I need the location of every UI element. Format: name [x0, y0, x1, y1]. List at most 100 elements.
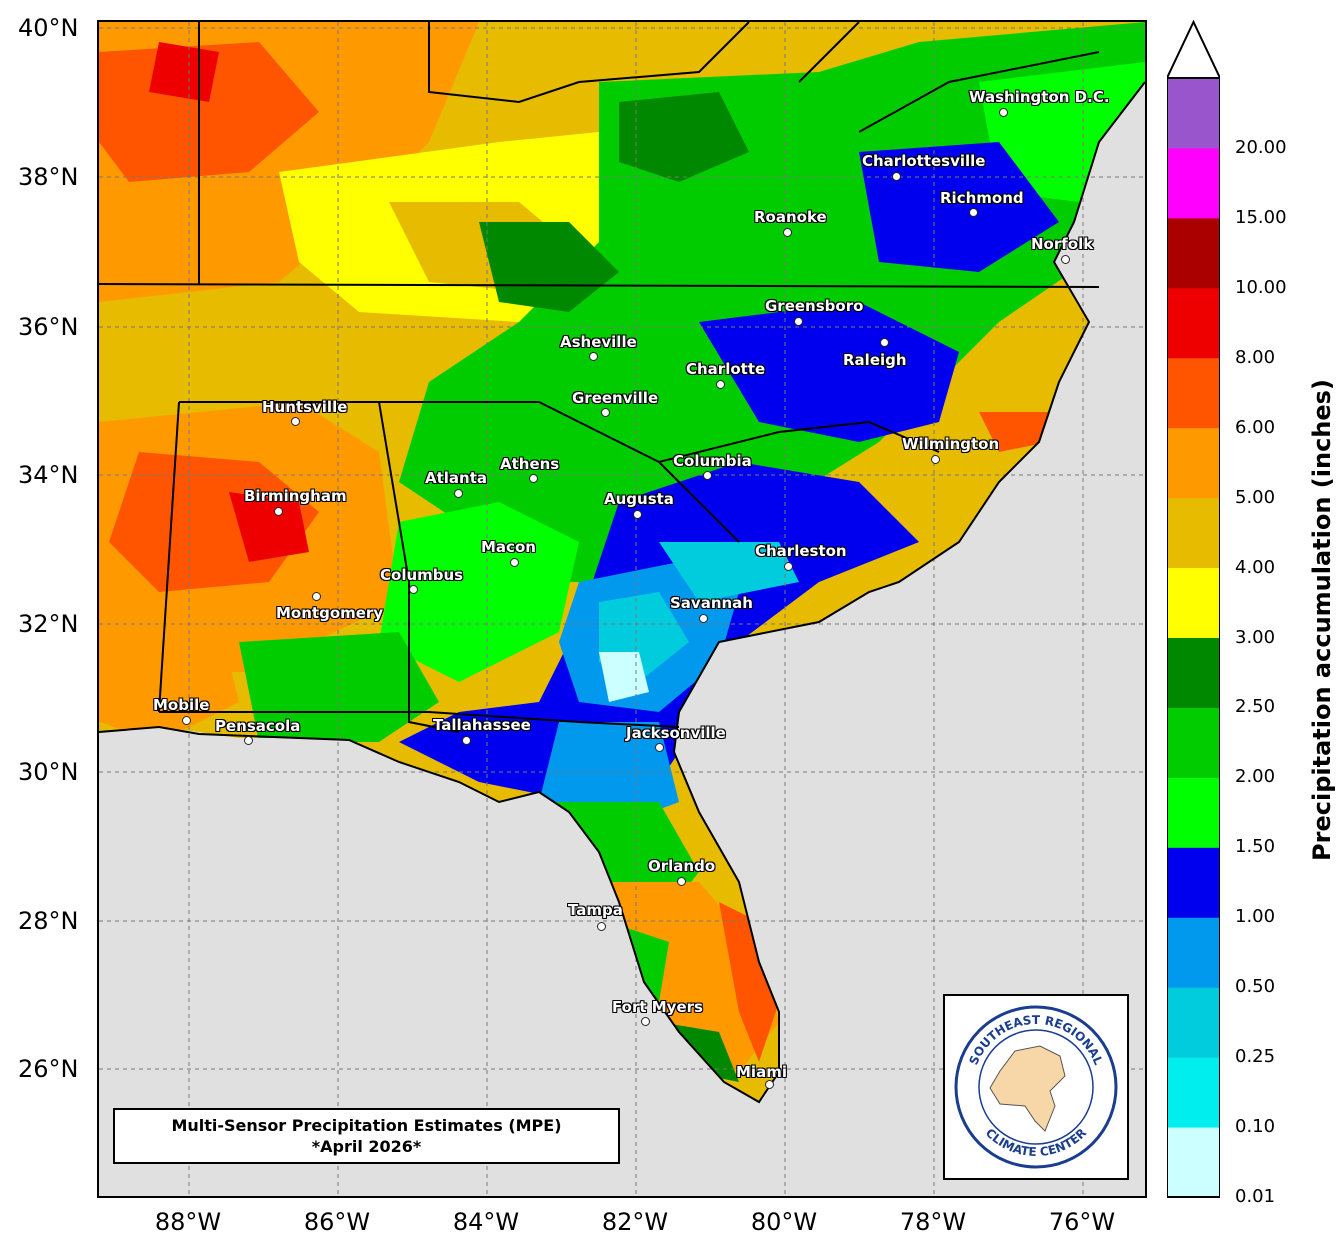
colorbar-block [1167, 777, 1220, 848]
city-dot-icon [274, 507, 283, 516]
city-label: Greenville [572, 389, 659, 407]
lon-label: 76°W [1048, 1208, 1116, 1236]
city-dot-icon [716, 380, 725, 389]
city-label: Columbia [673, 452, 752, 470]
colorbar-block [1167, 497, 1220, 569]
city-dot-icon [182, 716, 191, 725]
colorbar-tick-label: 6.00 [1235, 416, 1276, 438]
city-dot-icon [1061, 255, 1070, 264]
lon-label: 78°W [899, 1208, 967, 1236]
lon-label: 84°W [452, 1208, 520, 1236]
colorbar-tick-label: 10.00 [1235, 276, 1287, 298]
city-dot-icon [601, 408, 610, 417]
colorbar-block [1167, 357, 1220, 429]
city-dot-icon [703, 471, 712, 480]
colorbar-extend-arrow-icon [1167, 20, 1220, 79]
city-label: Huntsville [262, 398, 348, 416]
colorbar-tick-label: 4.00 [1235, 556, 1276, 578]
colorbar-tick-label: 2.50 [1235, 696, 1276, 718]
city-label: Raleigh [843, 351, 907, 369]
map-title: Multi-Sensor Precipitation Estimates (MP… [171, 1116, 562, 1135]
coastline [99, 81, 1145, 1104]
logo-box: SOUTHEAST REGIONAL CLIMATE CENTER [943, 994, 1129, 1180]
city-dot-icon [409, 585, 418, 594]
colorbar [1167, 20, 1220, 1198]
colorbar-block [1167, 637, 1220, 708]
colorbar-block [1167, 567, 1220, 638]
city-dot-icon [880, 338, 889, 347]
city-label: Athens [500, 455, 560, 473]
city-dot-icon [244, 736, 253, 745]
colorbar-frame [1167, 77, 1220, 1198]
colorbar-block [1167, 217, 1220, 289]
colorbar-block [1167, 847, 1220, 918]
map-canvas [99, 22, 1145, 1196]
colorbar-tick-label: 1.50 [1235, 836, 1276, 858]
city-dot-icon [699, 614, 708, 623]
city-dot-icon [783, 228, 792, 237]
city-dot-icon [462, 736, 471, 745]
city-dot-icon [454, 489, 463, 498]
city-label: Jacksonville [626, 724, 726, 742]
colorbar-tick-label: 5.00 [1235, 486, 1276, 508]
city-dot-icon [633, 510, 642, 519]
colorbar-block [1167, 147, 1220, 219]
city-label: Greensboro [765, 297, 864, 315]
city-label: Tampa [568, 901, 623, 919]
city-label: Norfolk [1031, 235, 1094, 253]
city-dot-icon [641, 1017, 650, 1026]
city-label: Charlottesville [862, 152, 986, 170]
city-label: Orlando [648, 857, 716, 875]
lat-label: 36°N [18, 313, 79, 341]
colorbar-tick-label: 0.01 [1235, 1186, 1276, 1207]
city-dot-icon [597, 922, 606, 931]
lon-label: 80°W [750, 1208, 818, 1236]
sercc-logo-icon: SOUTHEAST REGIONAL CLIMATE CENTER [954, 1005, 1118, 1169]
map-title-box: Multi-Sensor Precipitation Estimates (MP… [113, 1108, 620, 1164]
city-label: Charleston [755, 542, 847, 560]
colorbar-blocks [1167, 78, 1220, 1198]
city-dot-icon [969, 208, 978, 217]
state-borders [99, 22, 1100, 733]
colorbar-tick-label: 0.50 [1235, 976, 1276, 998]
colorbar-tick-label: 3.00 [1235, 626, 1276, 648]
colorbar-block [1167, 78, 1220, 149]
graticule [99, 22, 1145, 1196]
city-label: Fort Myers [612, 998, 703, 1016]
lat-label: 38°N [18, 163, 79, 191]
city-dot-icon [655, 743, 664, 752]
city-dot-icon [589, 352, 598, 361]
lat-label: 30°N [18, 758, 79, 786]
lon-label: 88°W [154, 1208, 222, 1236]
colorbar-tick-label: 8.00 [1235, 346, 1276, 368]
city-dot-icon [529, 474, 538, 483]
lat-label: 28°N [18, 907, 79, 935]
colorbar-block [1167, 1057, 1220, 1128]
city-dot-icon [784, 562, 793, 571]
city-label: Tallahassee [433, 716, 531, 734]
city-label: Richmond [940, 189, 1024, 207]
city-label: Asheville [560, 333, 637, 351]
city-label: Miami [736, 1063, 787, 1081]
city-dot-icon [931, 455, 940, 464]
colorbar-tick-label: 0.25 [1235, 1046, 1276, 1068]
colorbar-block [1167, 707, 1220, 778]
city-dot-icon [999, 108, 1008, 117]
colorbar-title: Precipitation accumulation (inches) [1308, 379, 1336, 861]
map-period: *April 2026* [311, 1137, 422, 1156]
city-dot-icon [677, 877, 686, 886]
colorbar-tick-label: 1.00 [1235, 906, 1276, 928]
city-dot-icon [765, 1080, 774, 1089]
city-label: Roanoke [754, 208, 827, 226]
city-label: Washington D.C. [969, 88, 1110, 106]
colorbar-block [1167, 917, 1220, 988]
city-dot-icon [291, 417, 300, 426]
lat-label: 34°N [18, 461, 79, 489]
city-label: Augusta [604, 490, 674, 508]
city-label: Atlanta [425, 469, 488, 487]
lat-label: 26°N [18, 1055, 79, 1083]
city-label: Charlotte [686, 360, 766, 378]
lon-label: 82°W [601, 1208, 669, 1236]
city-dot-icon [312, 592, 321, 601]
city-dot-icon [510, 558, 519, 567]
